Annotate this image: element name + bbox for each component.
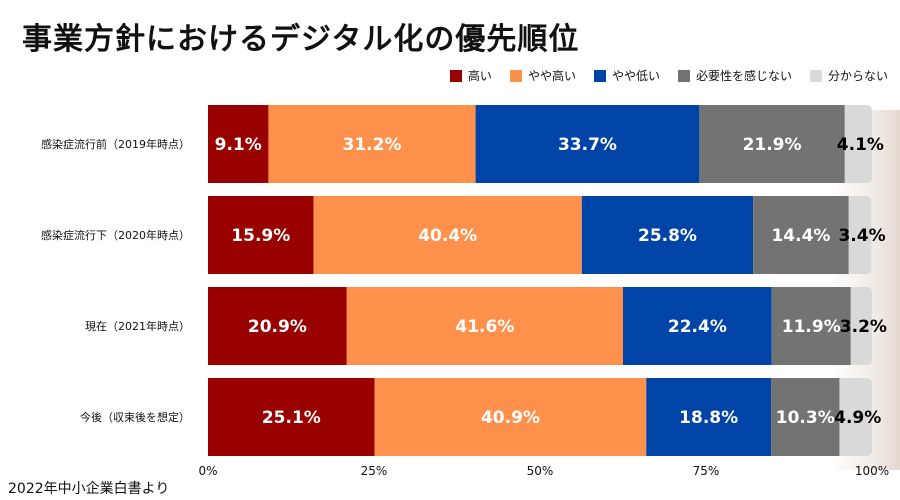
bar-segment-somewhat-low: [475, 105, 700, 183]
x-tick-label: 25%: [361, 464, 388, 478]
bar-segment-high: [208, 196, 314, 274]
bar-segment-high: [208, 287, 347, 365]
source-note: 2022年中小企業白書より: [8, 481, 170, 497]
data-label-unknown: 4.9%: [834, 408, 881, 428]
legend-item-high: 高い: [449, 67, 492, 84]
bar-segment-not-needed: [771, 378, 840, 456]
data-label-not-needed: 11.9%: [782, 317, 841, 337]
bar-segment-unknown: [850, 287, 872, 365]
category-label: 感染症流行下（2020年時点）: [41, 228, 190, 242]
data-label-somewhat-high: 41.6%: [455, 317, 514, 337]
bar-segment-unknown: [844, 105, 872, 183]
legend-label-high: 高い: [467, 69, 492, 83]
bar-segment-not-needed: [771, 287, 851, 365]
bar-segment-somewhat-low: [646, 378, 772, 456]
bar-segment-somewhat-high: [313, 196, 582, 274]
x-tick-label: 75%: [693, 464, 720, 478]
data-label-somewhat-high: 31.2%: [343, 135, 402, 155]
legend-item-not-needed: 必要性を感じない: [677, 67, 792, 84]
x-tick-label: 0%: [198, 464, 217, 478]
data-label-high: 20.9%: [248, 317, 307, 337]
legend: 高い やや高い やや低い 必要性を感じない 分からない: [449, 67, 888, 84]
data-label-somewhat-high: 40.9%: [481, 408, 540, 428]
legend-label-not-needed: 必要性を感じない: [695, 69, 792, 83]
bar-segment-somewhat-high: [374, 378, 647, 456]
legend-item-somewhat-high: やや高い: [509, 67, 576, 84]
data-label-unknown: 3.2%: [840, 317, 887, 337]
x-tick-label: 100%: [855, 464, 889, 478]
bar-segment-somewhat-low: [623, 287, 772, 365]
category-label: 現在（2021年時点）: [85, 319, 190, 333]
data-label-somewhat-low: 33.7%: [558, 135, 617, 155]
bar-segment-high: [208, 378, 375, 456]
chart-title: 事業方針におけるデジタル化の優先順位: [22, 22, 580, 57]
legend-swatch-high: [449, 69, 462, 82]
bar-segment-somewhat-low: [581, 196, 754, 274]
bar-segment-somewhat-high: [268, 105, 476, 183]
bar-segment-not-needed: [753, 196, 849, 274]
category-label: 今後（収束後を想定）: [80, 410, 190, 424]
legend-swatch-not-needed: [677, 69, 690, 82]
data-label-not-needed: 10.3%: [776, 408, 835, 428]
data-label-somewhat-low: 25.8%: [638, 226, 697, 246]
data-label-not-needed: 21.9%: [743, 135, 802, 155]
data-label-unknown: 3.4%: [838, 226, 885, 246]
data-label-high: 9.1%: [215, 135, 262, 155]
bar-segment-not-needed: [699, 105, 845, 183]
bar-segment-somewhat-high: [346, 287, 623, 365]
category-label: 感染症流行前（2019年時点）: [41, 137, 190, 151]
x-tick-label: 50%: [527, 464, 554, 478]
legend-item-unknown: 分からない: [809, 67, 888, 84]
legend-swatch-unknown: [809, 69, 822, 82]
bar-segment-high: [208, 105, 269, 183]
data-label-somewhat-low: 18.8%: [679, 408, 738, 428]
legend-label-somewhat-high: やや高い: [527, 69, 576, 83]
data-label-not-needed: 14.4%: [771, 226, 830, 246]
bar-segment-unknown: [839, 378, 872, 456]
legend-swatch-somewhat-low: [593, 69, 606, 82]
data-label-high: 25.1%: [262, 408, 321, 428]
bar-segment-unknown: [848, 196, 872, 274]
data-label-high: 15.9%: [231, 226, 290, 246]
data-label-unknown: 4.1%: [837, 135, 884, 155]
data-label-somewhat-low: 22.4%: [668, 317, 727, 337]
legend-label-unknown: 分からない: [827, 69, 888, 83]
legend-label-somewhat-low: やや低い: [611, 69, 660, 83]
legend-item-somewhat-low: やや低い: [593, 67, 660, 84]
data-label-somewhat-high: 40.4%: [418, 226, 477, 246]
legend-swatch-somewhat-high: [509, 69, 522, 82]
